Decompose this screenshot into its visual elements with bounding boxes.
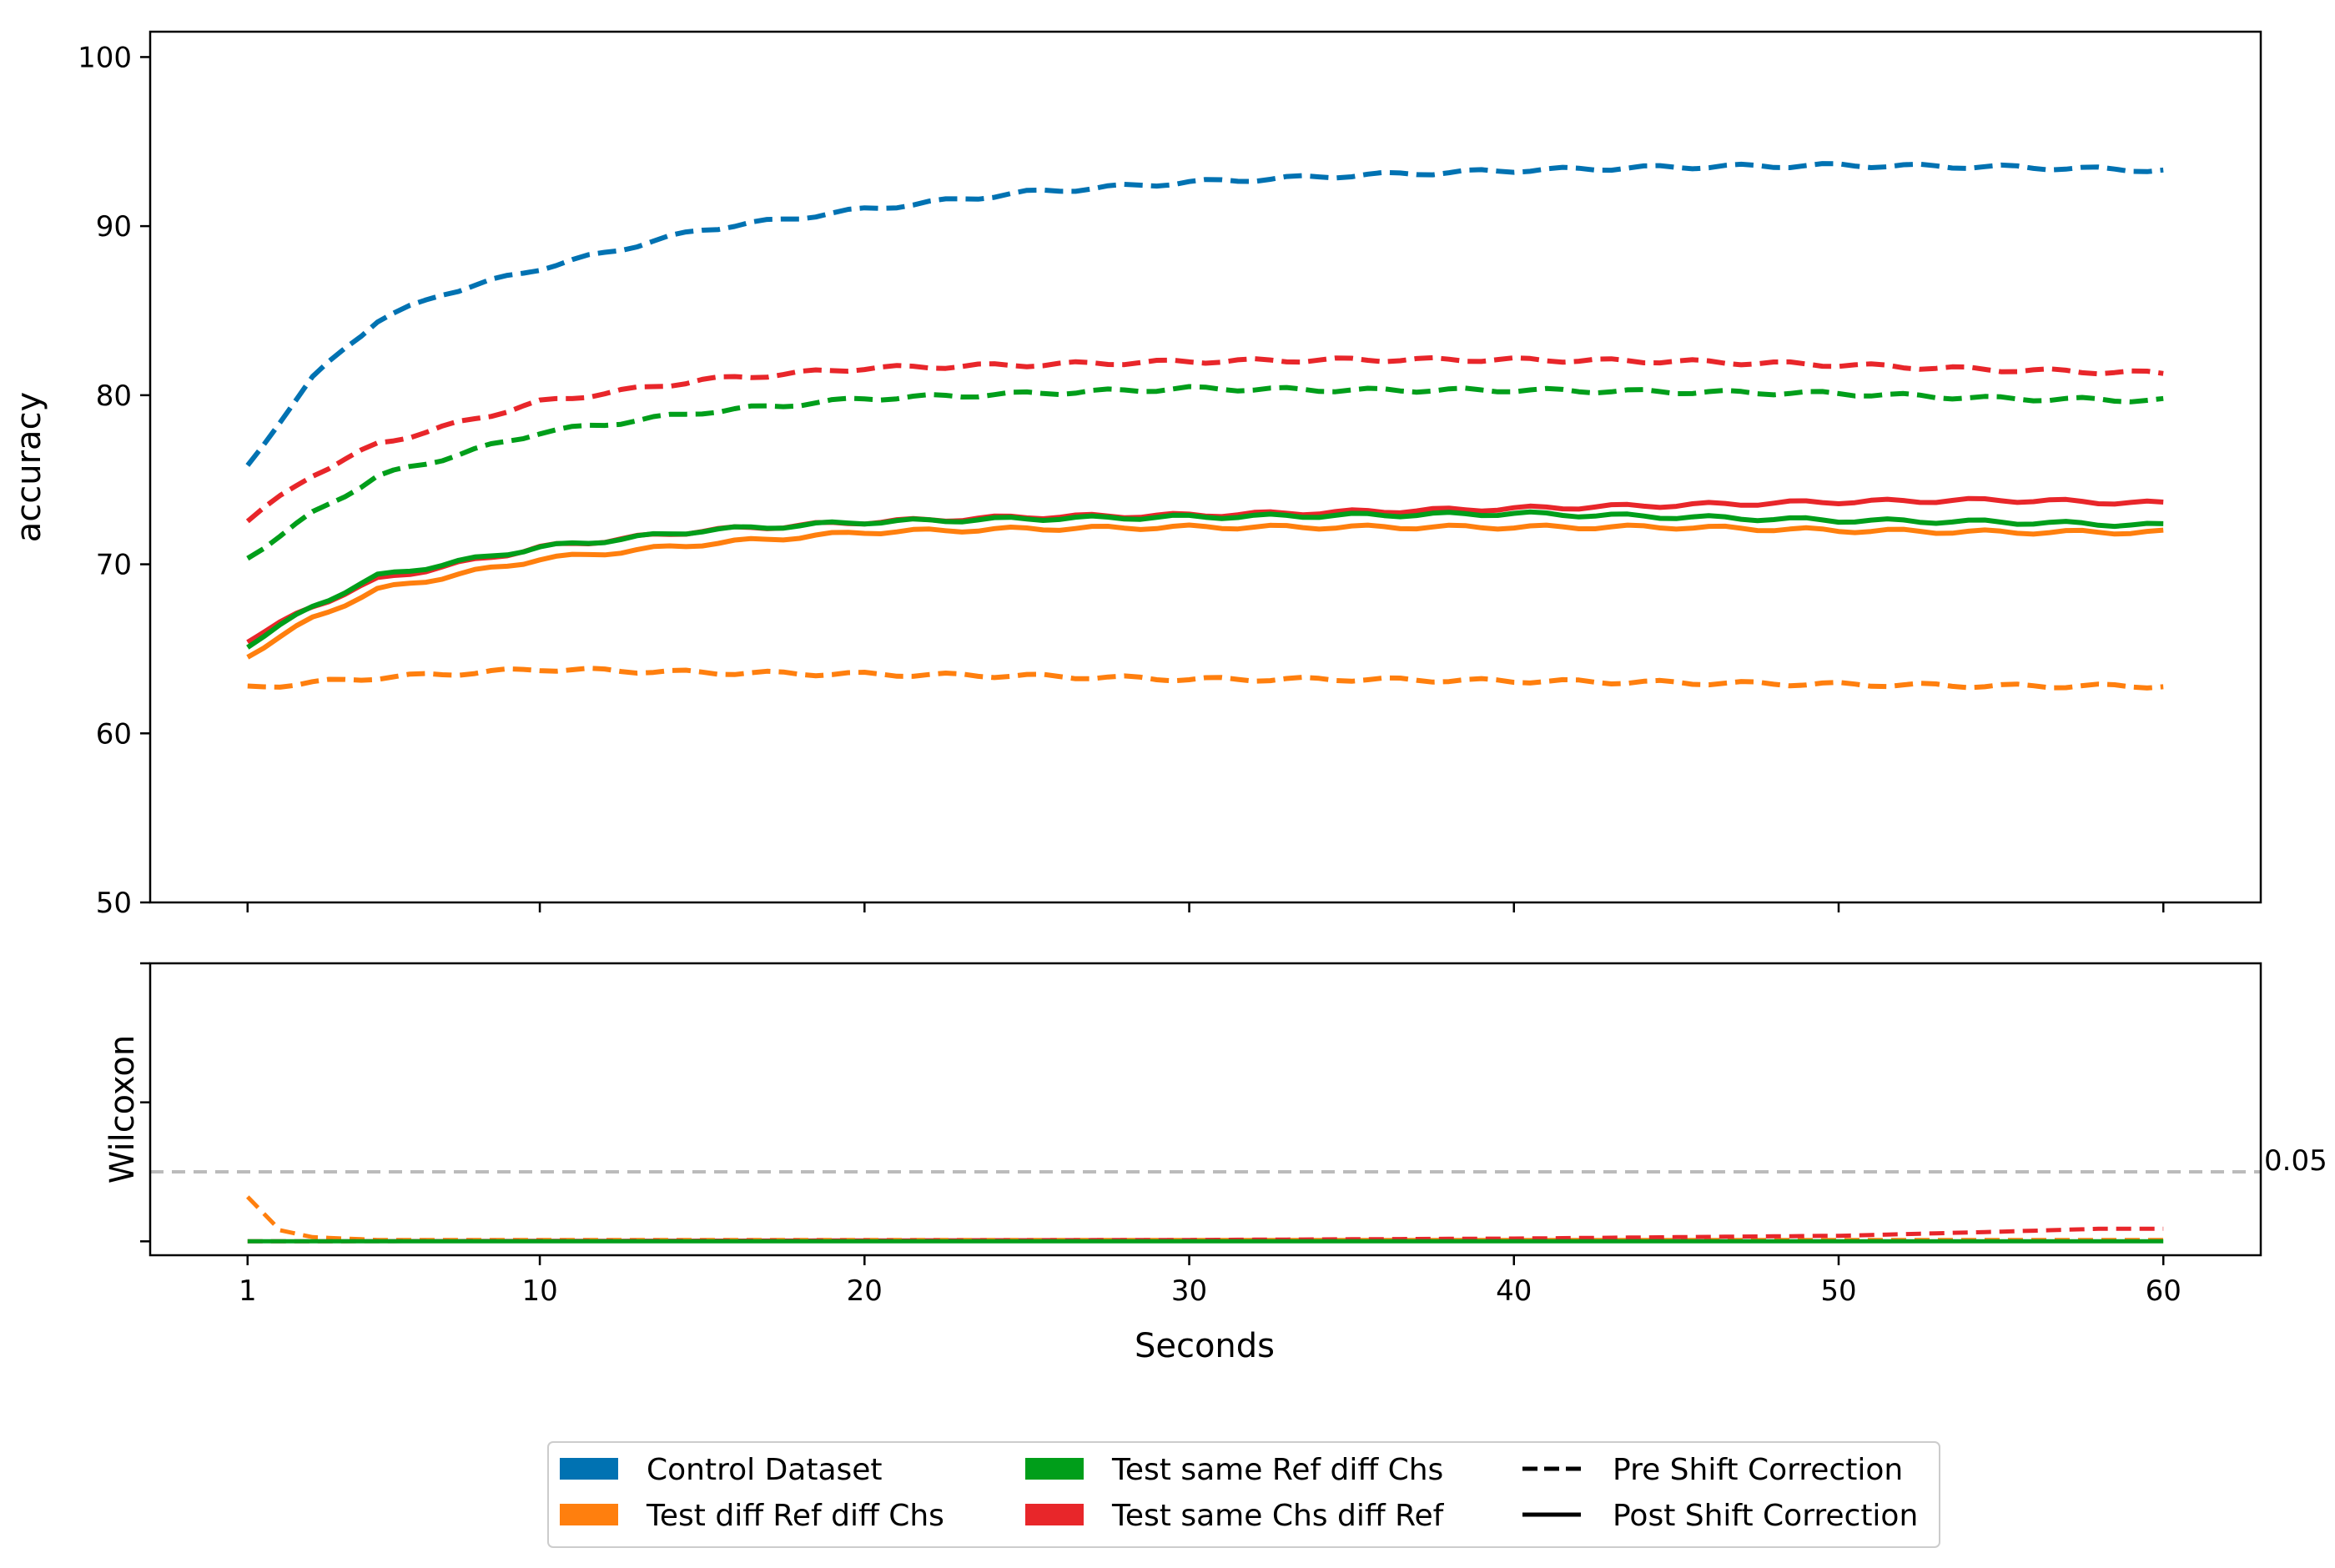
threshold-label: 0.05 bbox=[2264, 1144, 2327, 1178]
legend-swatch-same-ref-diff-chs bbox=[1025, 1458, 1084, 1480]
legend-swatch-diff-ref-diff-chs bbox=[560, 1504, 618, 1525]
accuracy-series-test-same-ref-diff-chs-post bbox=[246, 509, 2164, 650]
legend-label-same-ref-diff-chs: Test same Ref diff Chs bbox=[1111, 1453, 1443, 1487]
accuracy-plot-frame bbox=[148, 30, 2262, 904]
accuracy-series-test-diff-ref-diff-chs-pre bbox=[247, 666, 2164, 691]
accuracy-series-test-diff-ref-diff-chs-post bbox=[246, 522, 2164, 660]
legend-label-post: Post Shift Correction bbox=[1613, 1499, 1918, 1533]
accuracy-y-tick-label-90: 90 bbox=[96, 210, 132, 244]
x-tick-label-1: 1 bbox=[239, 1274, 257, 1308]
x-tick-label-10: 10 bbox=[521, 1274, 557, 1308]
wilcoxon-series-group bbox=[150, 1170, 2261, 1244]
legend-label-same-chs-diff-ref: Test same Chs diff Ref bbox=[1111, 1499, 1445, 1533]
legend-label-diff-ref-diff-chs: Test diff Ref diff Chs bbox=[646, 1499, 944, 1533]
accuracy-series-test-same-chs-diff-ref-pre bbox=[245, 354, 2164, 524]
x-tick-label-50: 50 bbox=[1820, 1274, 1856, 1308]
legend-frame bbox=[547, 1441, 1940, 1548]
accuracy-ticks: 50 60 70 80 90 100 bbox=[78, 41, 2165, 920]
x-tick-label-30: 30 bbox=[1171, 1274, 1207, 1308]
legend-label-pre: Pre Shift Correction bbox=[1613, 1453, 1903, 1487]
accuracy-series-group bbox=[245, 161, 2164, 691]
accuracy-y-tick-label-50: 50 bbox=[96, 887, 132, 920]
wilcoxon-plot: 1 10 20 30 40 50 60 0.05 Wilcoxon Seconds bbox=[103, 962, 2327, 1365]
wilcoxon-ticks: 1 10 20 30 40 50 60 bbox=[140, 962, 2182, 1308]
accuracy-y-tick-label-100: 100 bbox=[78, 41, 132, 74]
wilcoxon-plot-frame bbox=[148, 962, 2262, 1257]
x-tick-label-20: 20 bbox=[847, 1274, 883, 1308]
accuracy-y-axis-label: accuracy bbox=[10, 392, 48, 542]
accuracy-y-tick-label-70: 70 bbox=[96, 549, 132, 582]
x-tick-label-60: 60 bbox=[2146, 1274, 2182, 1308]
accuracy-series-test-same-ref-diff-chs-pre bbox=[246, 384, 2164, 561]
accuracy-y-tick-label-80: 80 bbox=[96, 379, 132, 413]
x-tick-label-40: 40 bbox=[1496, 1274, 1532, 1308]
accuracy-plot: 50 60 70 80 90 100 accuracy bbox=[10, 30, 2262, 920]
accuracy-series-control-dataset-pre bbox=[245, 161, 2164, 467]
legend-swatch-control bbox=[560, 1458, 618, 1480]
legend: Control Dataset Test diff Ref diff Chs T… bbox=[547, 1441, 1940, 1548]
legend-label-control: Control Dataset bbox=[647, 1453, 883, 1487]
wilcoxon-y-axis-label: Wilcoxon bbox=[103, 1035, 142, 1184]
legend-swatch-same-chs-diff-ref bbox=[1025, 1504, 1084, 1525]
x-axis-label: Seconds bbox=[1135, 1327, 1275, 1365]
accuracy-y-tick-label-60: 60 bbox=[96, 717, 132, 751]
